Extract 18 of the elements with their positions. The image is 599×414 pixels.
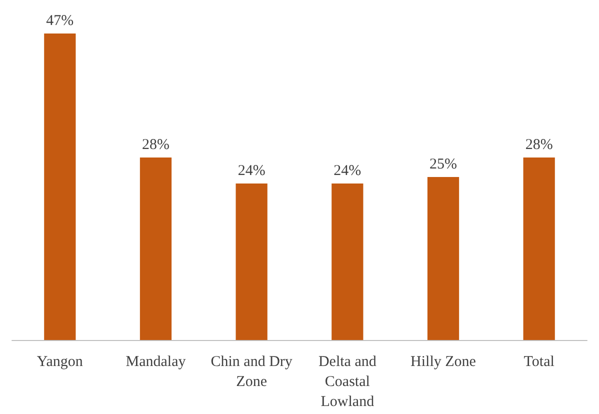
x-tick-label: Mandalay xyxy=(126,354,186,370)
data-label: 24% xyxy=(238,163,266,180)
bar xyxy=(427,177,460,340)
x-tick-label: Delta and Coastal Lowland xyxy=(318,354,377,410)
bar xyxy=(140,157,172,340)
bar xyxy=(523,157,555,340)
x-tick-label: Total xyxy=(524,354,554,370)
data-label: 47% xyxy=(46,13,74,30)
x-tick-label: Yangon xyxy=(36,354,84,370)
data-label: 24% xyxy=(334,163,362,180)
bar xyxy=(44,34,76,340)
x-tick-label: Hilly Zone xyxy=(410,354,476,370)
bar xyxy=(332,184,364,340)
x-tick-label: Chin and Dry Zone xyxy=(210,354,293,390)
data-label: 28% xyxy=(525,136,553,153)
data-label: 28% xyxy=(142,136,170,153)
data-label: 25% xyxy=(430,156,457,172)
bar xyxy=(236,184,268,340)
